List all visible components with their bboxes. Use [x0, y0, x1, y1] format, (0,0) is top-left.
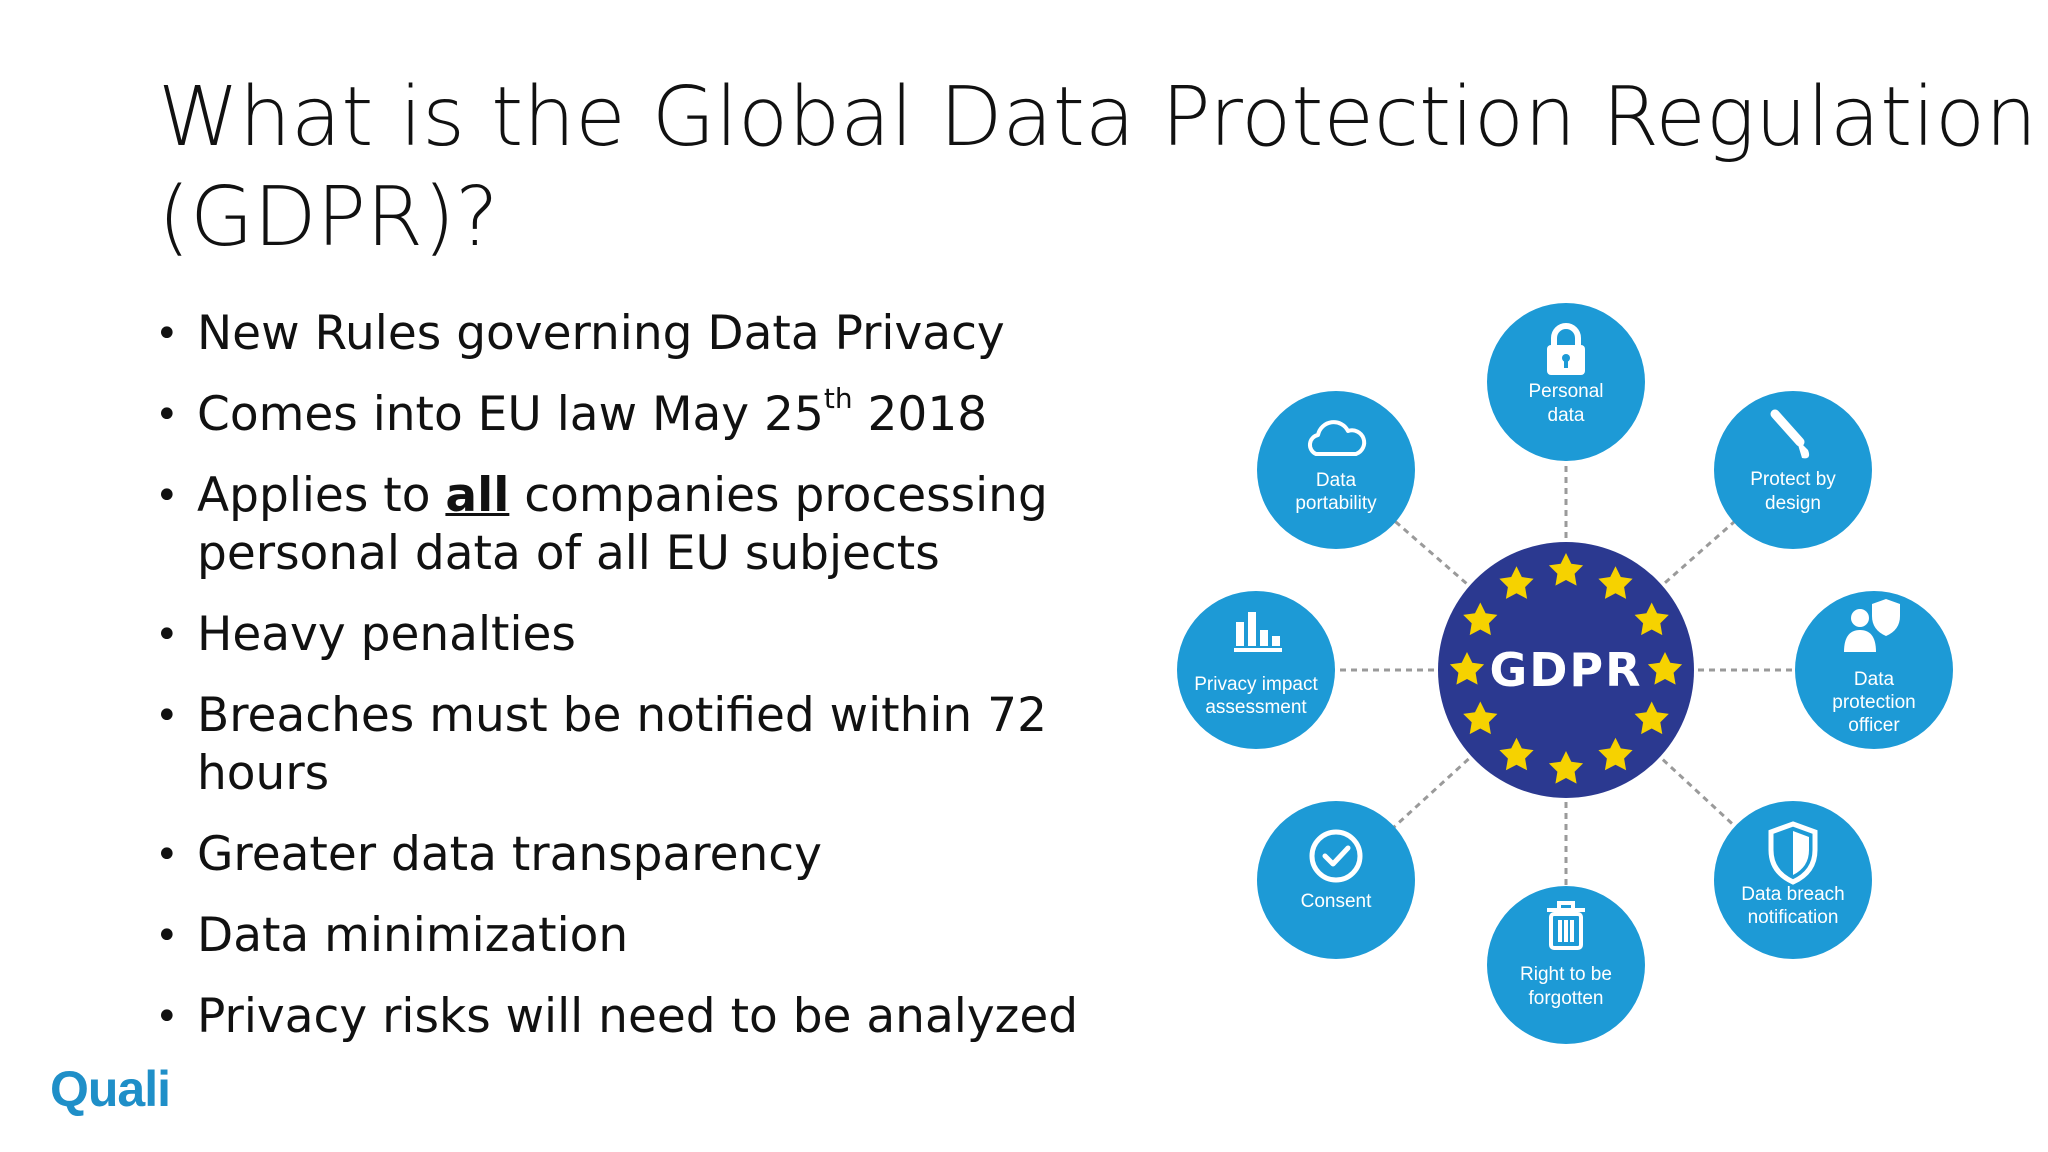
- node-data-portability: Data portability: [1257, 391, 1415, 549]
- bullet-text: companies processing: [509, 468, 1048, 523]
- bullet-text: Data minimization: [197, 908, 629, 963]
- bullet-text: Heavy penalties: [197, 607, 576, 662]
- node-label: protection: [1832, 692, 1915, 713]
- eu-star-icon: [1647, 652, 1683, 685]
- node-label: Privacy impact: [1194, 674, 1318, 695]
- check-circle-icon: [1309, 829, 1363, 883]
- eu-star-icon: [1548, 553, 1584, 586]
- node-consent: Consent: [1257, 801, 1415, 959]
- node-label: officer: [1848, 715, 1900, 736]
- node-label: Data: [1316, 470, 1357, 491]
- eu-star-icon: [1598, 566, 1633, 599]
- bullet-item: • Breaches must be notified within 72 hou…: [155, 688, 1047, 801]
- node-right-to-be-forgotten: Right to be forgotten: [1487, 886, 1645, 1044]
- bullet-item: • Applies to all companies processing pers…: [155, 468, 1048, 581]
- node-label: design: [1765, 493, 1821, 514]
- node-label: Right to be: [1520, 964, 1612, 985]
- gdpr-center-circle: [1438, 542, 1694, 798]
- lock-icon: [1547, 323, 1585, 375]
- node-label: Consent: [1301, 891, 1372, 912]
- gdpr-center-label: GDPR: [1489, 643, 1642, 697]
- node-label: Personal: [1529, 381, 1604, 402]
- bullet-item: • Greater data transparency: [155, 827, 822, 882]
- slide-title: What is the Global Data Protection Regul…: [158, 68, 2038, 268]
- bullet-text: personal data of all EU subjects: [197, 526, 940, 581]
- node-privacy-impact-assessment: Privacy impact assessment: [1177, 591, 1335, 749]
- node-circle: [1257, 391, 1415, 549]
- bullet-text: 2018: [852, 387, 988, 442]
- bullet-emphasis: all: [445, 468, 510, 523]
- node-circle: [1714, 391, 1872, 549]
- eu-star-icon: [1463, 602, 1498, 636]
- bullet-item: • Data minimization: [155, 908, 629, 963]
- node-circle: [1487, 303, 1645, 461]
- gdpr-diagram: GDPR Personal data Protect by design: [1177, 303, 1953, 1044]
- bullet-item: • Heavy penalties: [155, 607, 576, 662]
- shield-icon: [1768, 821, 1818, 885]
- eu-star-icon: [1499, 737, 1534, 771]
- eu-star-icon: [1548, 751, 1584, 784]
- eu-star-icon: [1499, 566, 1534, 599]
- bullet-list: • New Rules governing Data Privacy • Comes…: [155, 305, 1175, 1069]
- eu-star-icon: [1634, 701, 1669, 735]
- bullet-text: Greater data transparency: [197, 827, 822, 882]
- eu-star-icon: [1463, 701, 1498, 735]
- node-circle: [1177, 591, 1335, 749]
- bullet-text: Applies to: [197, 468, 446, 523]
- node-data-protection-officer: Data protection officer: [1795, 591, 1953, 749]
- eu-star-icon: [1449, 652, 1485, 685]
- node-label: forgotten: [1529, 988, 1604, 1009]
- bullet-text: New Rules governing Data Privacy: [197, 306, 1005, 361]
- eu-star-icon: [1634, 602, 1669, 636]
- bullet-item: • New Rules governing Data Privacy: [155, 306, 1005, 361]
- bullet-text: Privacy risks will need to be analyzed: [197, 989, 1079, 1044]
- slide-title-line-2: (GDPR)?: [158, 170, 499, 265]
- node-label: assessment: [1205, 697, 1307, 718]
- slide-title-line-1: What is the Global Data Protection Regul…: [158, 70, 2038, 165]
- node-label: Protect by: [1750, 469, 1836, 490]
- brush-icon: [1770, 409, 1810, 459]
- node-label: data: [1548, 405, 1585, 426]
- connector-line: [1334, 668, 1568, 882]
- eu-star-icon: [1598, 737, 1633, 771]
- node-label: Data breach: [1741, 884, 1845, 905]
- node-circle: [1795, 591, 1953, 749]
- bullet-text: Breaches must be notified within 72 hour…: [197, 688, 1047, 801]
- trash-icon: [1547, 901, 1585, 950]
- node-personal-data: Personal data: [1487, 303, 1645, 461]
- quali-logo: Quali: [50, 1061, 171, 1117]
- node-circle: [1487, 886, 1645, 1044]
- bullet-superscript: th: [823, 382, 853, 415]
- gdpr-center: GDPR: [1438, 542, 1694, 798]
- node-label: notification: [1748, 907, 1839, 928]
- cloud-icon: [1307, 420, 1367, 456]
- bullet-text: Comes into EU law May 25: [197, 387, 824, 442]
- node-label: portability: [1295, 493, 1377, 514]
- node-protect-by-design: Protect by design: [1714, 391, 1872, 549]
- officer-shield-icon: [1844, 599, 1900, 652]
- bullet-item: • Privacy risks will need to be analyzed: [155, 989, 1079, 1044]
- node-data-breach: Data breach notification: [1714, 801, 1872, 959]
- bullet-item: • Comes into EU law May 25th 2018: [155, 382, 988, 443]
- node-label: Data: [1854, 669, 1895, 690]
- eu-stars: [1449, 553, 1683, 784]
- bar-chart-icon: [1234, 612, 1282, 652]
